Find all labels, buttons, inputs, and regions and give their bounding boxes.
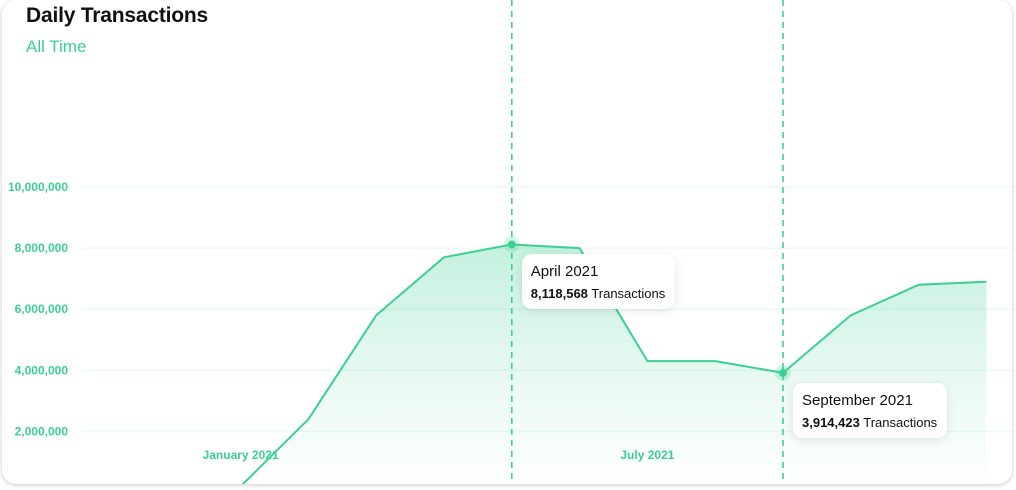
y-tick-label: 8,000,000 xyxy=(15,241,69,255)
y-tick-label: 4,000,000 xyxy=(15,363,69,377)
series-line xyxy=(241,243,987,484)
y-tick-label: 6,000,000 xyxy=(15,302,69,316)
tooltip-value: 3,914,423 xyxy=(802,414,860,430)
data-point-marker[interactable] xyxy=(779,368,787,377)
tooltip-unit: Transactions xyxy=(863,414,938,430)
tooltip-april-2021: April 2021 8,118,568 Transactions xyxy=(521,254,676,310)
y-axis: 2,000,000 4,000,000 6,000,000 8,000,000 10,0… xyxy=(8,180,68,438)
tooltip-september-2021: September 2021 3,914,423 Transactions xyxy=(793,382,948,438)
series-area xyxy=(105,244,987,484)
y-tick-label: 2,000,000 xyxy=(15,424,69,438)
tooltip-line: 8,118,568 Transactions xyxy=(531,286,665,301)
tooltip-line: 3,914,423 Transactions xyxy=(802,415,937,430)
time-range-label[interactable]: All Time xyxy=(26,37,87,56)
tooltip-unit: Transactions xyxy=(591,286,666,302)
y-tick-label: 10,000,000 xyxy=(8,180,68,194)
tooltip-value: 8,118,568 xyxy=(530,286,588,302)
highlight-markers xyxy=(503,0,791,484)
tooltip-title: September 2021 xyxy=(802,391,913,409)
chart-title: Daily Transactions xyxy=(26,4,208,27)
x-tick-label: January 2021 xyxy=(203,448,279,462)
data-point-marker[interactable] xyxy=(507,240,516,249)
tooltip-title: April 2021 xyxy=(530,263,599,281)
